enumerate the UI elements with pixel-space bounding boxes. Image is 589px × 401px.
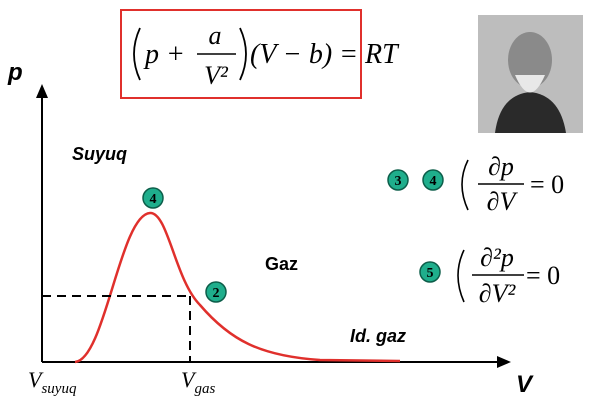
paren	[462, 160, 468, 210]
marker-label: 2	[213, 286, 220, 301]
x-label: Vgas	[181, 367, 215, 397]
marker-label: 3	[395, 174, 402, 189]
condition-text: ∂V²	[479, 279, 517, 308]
region-label: Id. gaz	[350, 326, 406, 346]
paren	[458, 250, 464, 302]
slide: p + a V² (V − b) = RT p V Suyuq Gaz Id. …	[0, 0, 589, 401]
condition-text: = 0	[526, 261, 560, 290]
x-label-sub: suyuq	[41, 381, 76, 397]
axis-label: p	[7, 59, 23, 86]
condition-text: = 0	[530, 170, 564, 199]
region-label: Gaz	[265, 254, 298, 274]
region-label: Suyuq	[72, 144, 127, 164]
formula-text: a	[209, 21, 222, 50]
x-label-sub: gas	[194, 381, 215, 397]
formula-text: p +	[143, 39, 185, 70]
marker-label: 4	[430, 174, 437, 189]
markers: 4 2 3 4 5	[143, 170, 443, 302]
condition-text: ∂p	[488, 152, 514, 181]
axis-label: V	[516, 371, 534, 398]
x-label: Vsuyuq	[28, 367, 77, 397]
marker-label: 5	[427, 266, 434, 281]
arrow	[497, 356, 511, 368]
formula-text: (V − b) = RT	[250, 39, 400, 70]
arrow	[36, 84, 48, 98]
formula-text: V²	[204, 61, 229, 90]
condition-text: ∂²p	[480, 243, 514, 272]
condition-text: ∂V	[487, 187, 519, 216]
marker-label: 4	[150, 192, 157, 207]
